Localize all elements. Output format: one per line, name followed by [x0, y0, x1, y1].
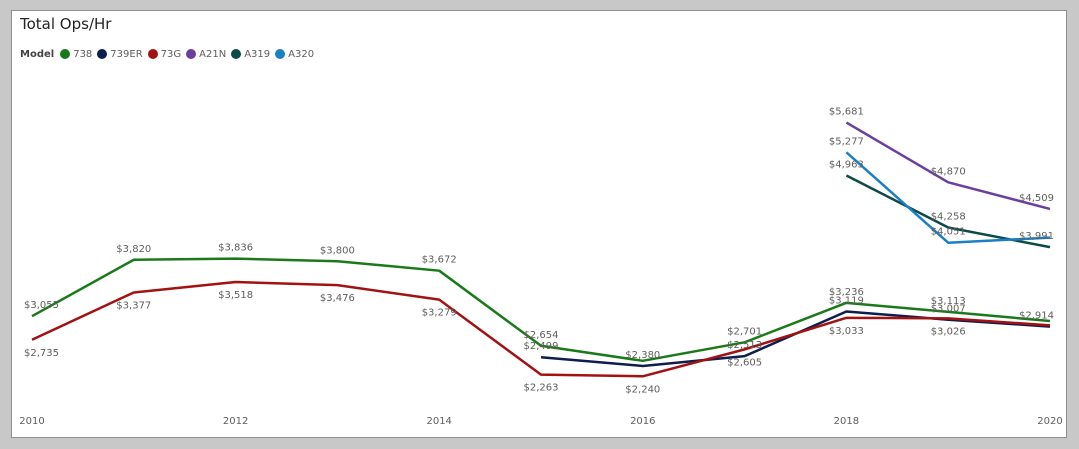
data-label: $3,836 — [218, 243, 253, 254]
data-label: $3,033 — [829, 326, 864, 337]
series-line-a319[interactable] — [845, 174, 1051, 249]
data-label: $3,820 — [116, 244, 151, 255]
data-label: $3,476 — [320, 293, 355, 304]
x-tick-label: 2018 — [834, 416, 859, 427]
x-tick-label: 2012 — [223, 416, 248, 427]
data-label: $2,263 — [524, 383, 559, 394]
data-label: $3,007 — [931, 304, 966, 315]
data-label: $4,963 — [829, 159, 864, 170]
legend-marker-icon — [60, 49, 71, 59]
data-label: $4,051 — [931, 227, 966, 238]
data-label: $4,509 — [1019, 193, 1054, 204]
data-label: $3,279 — [422, 308, 457, 319]
legend-item-a320[interactable]: A320 — [275, 49, 314, 60]
x-tick-label: 2010 — [19, 416, 44, 427]
data-label: $2,605 — [727, 357, 762, 368]
legend-marker-icon — [231, 49, 242, 59]
data-label: $2,380 — [625, 350, 660, 361]
data-label: $3,026 — [931, 326, 966, 337]
data-label: $3,672 — [422, 255, 457, 266]
data-label: $4,870 — [931, 166, 966, 177]
x-tick-label: 2020 — [1037, 416, 1062, 427]
data-label: $2,499 — [524, 341, 559, 352]
data-label: $3,991 — [1019, 231, 1054, 242]
data-label: $3,055 — [24, 300, 59, 311]
series-line-73g[interactable] — [31, 280, 1051, 378]
data-label: $3,518 — [218, 290, 253, 301]
legend-label: A319 — [244, 48, 271, 60]
legend-label: 738 — [73, 48, 93, 60]
data-label: $2,654 — [524, 330, 559, 341]
line-chart-plot: 2010 2012 2014 2016 2018 2020 $3,055 $3,820 $3,8… — [19, 107, 1062, 427]
series-line-738[interactable] — [31, 257, 1051, 363]
series-line-a21n[interactable] — [845, 121, 1051, 211]
legend-title: Model — [20, 48, 55, 60]
legend-item-738[interactable]: 738 — [60, 49, 92, 60]
data-label: $3,113 — [931, 296, 966, 307]
data-label: $4,258 — [931, 211, 966, 222]
x-tick-label: 2016 — [630, 416, 655, 427]
chart-card: Total Ops/Hr Model 738 739ER 73G A21N A3… — [11, 10, 1067, 438]
legend-label: A320 — [288, 48, 315, 60]
legend-item-739er[interactable]: 739ER — [97, 48, 143, 60]
legend-marker-icon — [275, 49, 286, 59]
data-label: $2,735 — [24, 348, 59, 359]
legend-item-a21n[interactable]: A21N — [186, 49, 226, 60]
chart-title: Total Ops/Hr — [20, 15, 112, 33]
data-label: $3,377 — [116, 300, 151, 311]
legend-marker-icon — [97, 49, 108, 59]
legend-item-a319[interactable]: A319 — [231, 49, 270, 60]
legend-marker-icon — [147, 49, 158, 59]
legend: Model 738 739ER 73G A21N A319 A320 — [20, 47, 319, 61]
data-label: $2,513 — [727, 340, 762, 351]
series-line-a320[interactable] — [845, 151, 1051, 244]
data-label: $3,119 — [829, 295, 864, 306]
legend-label: 73G — [160, 48, 182, 60]
data-label: $2,914 — [1019, 311, 1054, 322]
data-label: $3,236 — [829, 287, 864, 298]
data-label: $2,701 — [727, 326, 762, 337]
data-label: $3,800 — [320, 245, 355, 256]
data-label: $2,240 — [625, 384, 660, 395]
data-label: $5,277 — [829, 136, 864, 147]
legend-label: A21N — [199, 48, 227, 60]
x-tick-label: 2014 — [426, 416, 451, 427]
legend-marker-icon — [186, 49, 197, 59]
data-label: $5,681 — [829, 107, 864, 118]
legend-item-73g[interactable]: 73G — [147, 48, 182, 60]
legend-label: 739ER — [110, 48, 143, 60]
